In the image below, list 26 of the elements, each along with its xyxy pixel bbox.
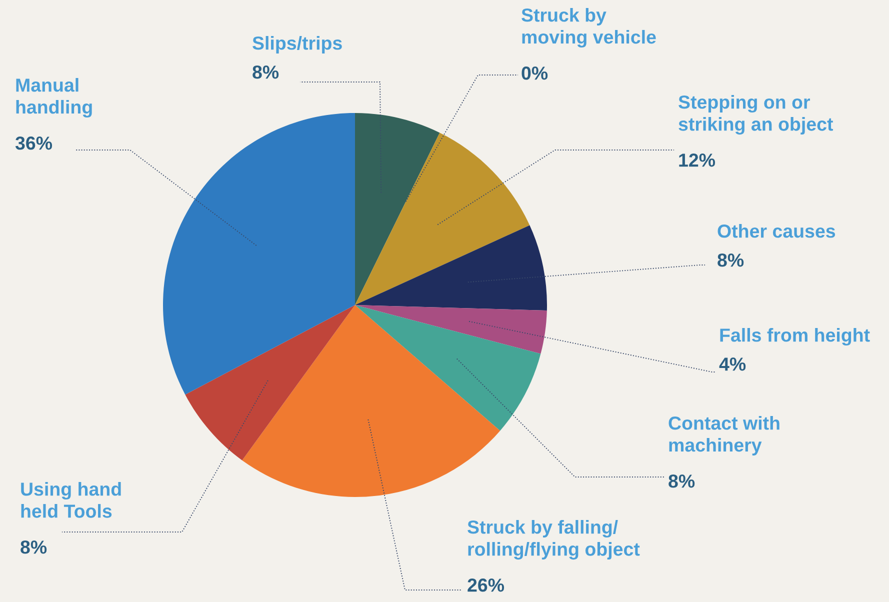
slice-label: Struck by falling/ rolling/flying object xyxy=(468,520,640,560)
data-label: 4% xyxy=(719,358,746,371)
data-label: 8% xyxy=(668,474,695,488)
pie-slice xyxy=(355,305,547,354)
slice-label: Other causes xyxy=(718,224,836,238)
data-label: 26% xyxy=(468,578,504,592)
data-label: 36% xyxy=(15,136,52,150)
data-label: 8% xyxy=(252,65,279,79)
slice-label: Manual handling xyxy=(16,78,92,118)
pie-slice xyxy=(355,132,530,305)
data-label: 12% xyxy=(679,153,716,167)
data-label: 8% xyxy=(20,540,47,554)
slice-label: Using hand held Tools xyxy=(21,482,121,518)
pie-slice xyxy=(163,113,355,395)
pie-slice xyxy=(355,305,541,431)
text: 0% xyxy=(522,66,548,80)
slice-label: Stepping on or striking an object xyxy=(678,95,834,135)
slice-label: Slips/trips xyxy=(252,36,342,54)
slice-label: Contact with machinery xyxy=(668,416,780,456)
pie-slice xyxy=(355,113,440,305)
category-label: Struck by moving vehicle xyxy=(522,8,656,48)
data-label: 8% xyxy=(718,253,744,267)
slice-label: Falls from height xyxy=(720,328,870,346)
pie-slice xyxy=(355,225,547,310)
pie-slice xyxy=(242,305,500,497)
pie-slice xyxy=(185,305,355,460)
